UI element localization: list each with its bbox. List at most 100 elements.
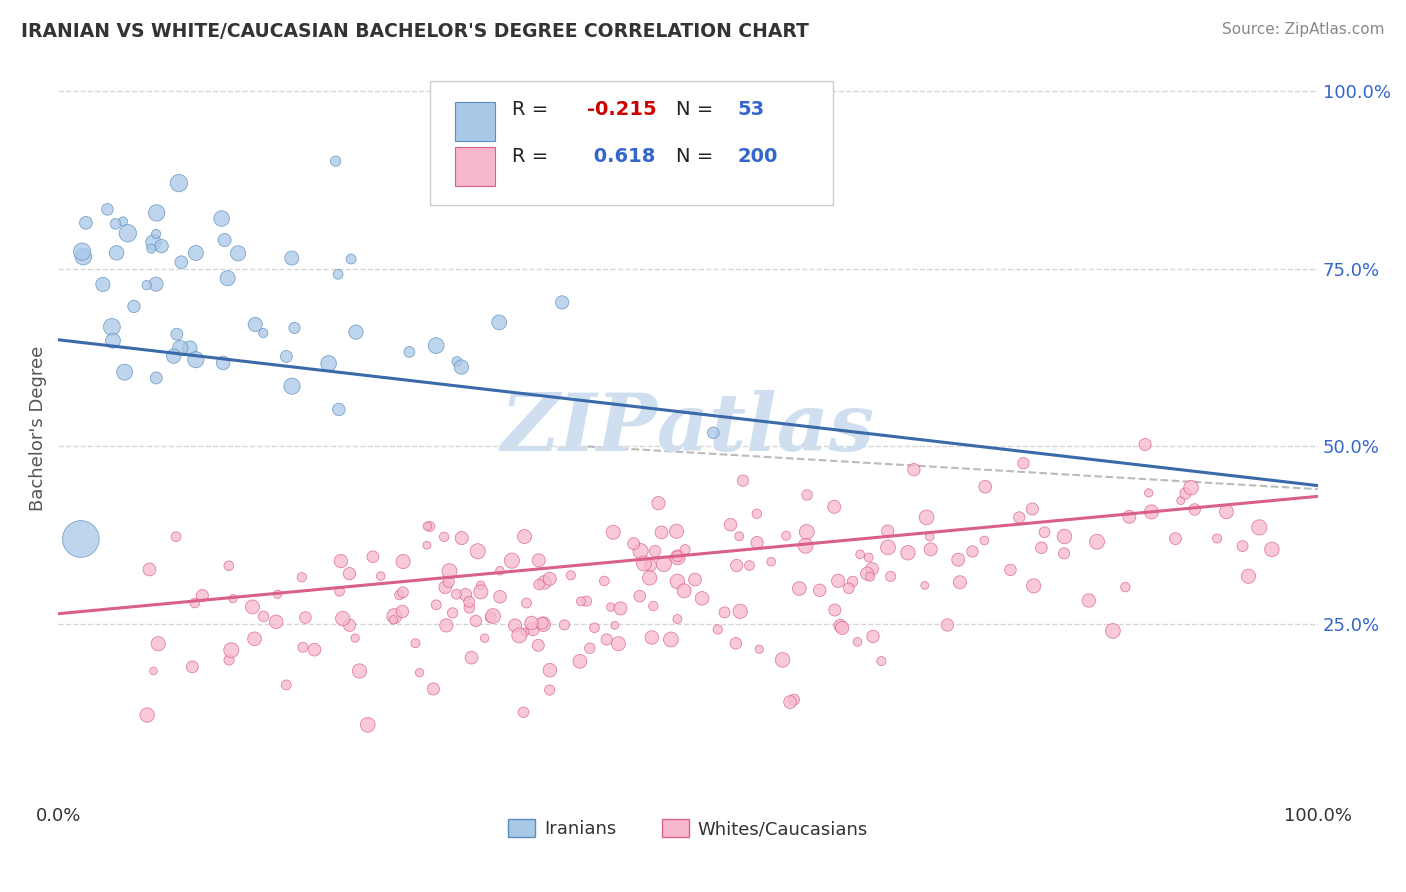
Point (142, 664, 165, 678)
Point (392, 555, 415, 569)
Point (531, 616, 554, 631)
Point (318, 356, 340, 370)
Point (226, 246, 249, 260)
Point (641, 631, 664, 645)
Point (398, 345, 420, 359)
Point (117, 226, 139, 240)
Point (1237, 569, 1260, 583)
Point (446, 354, 468, 368)
Point (683, 573, 706, 587)
Point (659, 632, 682, 647)
Point (122, 300, 145, 314)
Y-axis label: Bachelor's Degree: Bachelor's Degree (30, 346, 46, 511)
Point (724, 636, 747, 650)
Point (425, 338, 447, 352)
Point (515, 596, 537, 610)
Point (328, 402, 350, 417)
Point (666, 574, 689, 589)
Point (1232, 539, 1254, 553)
Point (252, 609, 274, 624)
Point (276, 678, 298, 692)
Point (503, 618, 526, 632)
Point (1118, 509, 1140, 524)
Point (217, 271, 239, 285)
Point (1033, 525, 1056, 540)
Point (860, 562, 883, 576)
Text: 200: 200 (737, 146, 778, 166)
Point (1031, 541, 1053, 555)
Point (876, 524, 898, 538)
Point (1184, 502, 1206, 516)
Point (1000, 563, 1022, 577)
Point (728, 529, 751, 543)
Point (105, 245, 128, 260)
Point (512, 705, 534, 719)
Point (1008, 510, 1031, 524)
Point (458, 600, 481, 615)
Point (101, 334, 124, 348)
Point (488, 315, 510, 329)
Point (633, 557, 655, 571)
Point (439, 564, 461, 578)
Point (569, 594, 592, 608)
Point (392, 585, 415, 599)
Point (344, 325, 367, 339)
Text: ZIP​atlas: ZIP​atlas (501, 390, 876, 467)
Text: 0.618: 0.618 (588, 146, 655, 166)
Point (513, 625, 536, 640)
Point (339, 566, 361, 581)
Point (214, 233, 236, 247)
Point (783, 692, 806, 706)
Point (446, 587, 468, 601)
Point (628, 589, 651, 603)
Legend: Iranians, Whites/Caucasians: Iranians, Whites/Caucasians (501, 812, 876, 846)
Point (1133, 437, 1156, 451)
Point (145, 206, 167, 220)
Point (796, 524, 818, 539)
Point (831, 621, 853, 635)
Point (70, 244, 93, 259)
Point (918, 530, 941, 544)
Point (1012, 456, 1035, 470)
Point (184, 596, 207, 610)
Text: R =: R = (512, 146, 548, 166)
Point (846, 635, 869, 649)
Point (91, 277, 114, 292)
Point (470, 578, 492, 592)
Point (1137, 486, 1160, 500)
Point (849, 548, 872, 562)
Point (416, 519, 439, 533)
Point (1174, 486, 1197, 500)
Point (489, 564, 512, 578)
Point (859, 570, 882, 584)
Point (575, 594, 598, 608)
Point (142, 235, 165, 250)
Point (349, 664, 371, 678)
Point (184, 246, 207, 260)
Point (218, 558, 240, 573)
Point (304, 642, 326, 657)
Point (673, 583, 696, 598)
Point (340, 252, 363, 266)
Point (170, 255, 193, 269)
Point (422, 681, 444, 696)
Point (467, 544, 489, 558)
Point (650, 525, 672, 540)
Point (163, 349, 186, 363)
Point (291, 570, 314, 584)
Point (434, 618, 457, 632)
Point (603, 618, 626, 632)
Point (370, 569, 392, 583)
Point (974, 480, 997, 494)
Point (416, 538, 439, 552)
Point (150, 239, 173, 253)
Point (441, 606, 464, 620)
Point (450, 531, 472, 545)
Point (458, 595, 481, 609)
Point (962, 544, 984, 558)
Point (602, 525, 624, 540)
Point (454, 588, 477, 602)
Point (501, 554, 523, 568)
Point (1021, 502, 1043, 516)
Point (460, 650, 482, 665)
